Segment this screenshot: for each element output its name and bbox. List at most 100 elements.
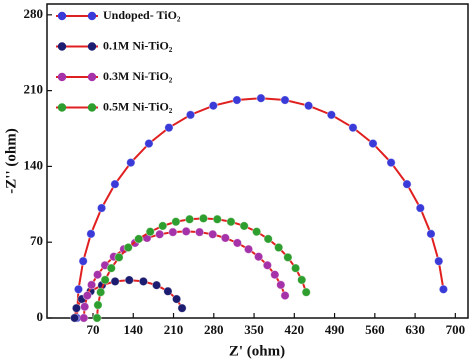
data-point bbox=[194, 227, 205, 237]
y-tick-label: 280 bbox=[24, 6, 44, 21]
legend-marker bbox=[57, 72, 67, 82]
data-point bbox=[239, 221, 249, 231]
data-point bbox=[232, 238, 242, 248]
data-point bbox=[262, 260, 272, 270]
legend-marker bbox=[87, 103, 97, 112]
legend-marker bbox=[57, 103, 67, 112]
data-point bbox=[86, 229, 96, 239]
data-point bbox=[253, 252, 264, 262]
data-point bbox=[368, 138, 378, 149]
data-point bbox=[171, 294, 182, 304]
data-point bbox=[301, 287, 311, 297]
x-tick-label: 420 bbox=[285, 322, 305, 337]
data-point bbox=[256, 93, 266, 103]
data-point bbox=[106, 263, 116, 273]
data-point bbox=[164, 123, 174, 133]
y-tick-label: 210 bbox=[24, 82, 44, 97]
x-tick-label: 490 bbox=[325, 322, 345, 337]
x-axis-label: Z' (ohm) bbox=[229, 343, 285, 359]
x-tick-label: 70 bbox=[87, 322, 100, 337]
data-point bbox=[274, 242, 284, 253]
data-point bbox=[96, 287, 106, 297]
data-point bbox=[86, 280, 97, 290]
data-point bbox=[208, 229, 218, 239]
series-line bbox=[75, 97, 445, 319]
data-point bbox=[158, 221, 168, 231]
y-tick-label: 70 bbox=[30, 233, 43, 248]
legend-marker bbox=[87, 42, 97, 51]
data-point bbox=[212, 214, 222, 224]
data-point bbox=[134, 234, 144, 244]
data-point bbox=[208, 101, 218, 111]
data-point bbox=[280, 290, 290, 301]
data-point bbox=[402, 179, 412, 189]
legend-label: 0.1M Ni-TiO₂ bbox=[103, 38, 173, 52]
data-point bbox=[151, 280, 162, 290]
data-point bbox=[93, 300, 103, 310]
data-point bbox=[270, 270, 280, 280]
data-point bbox=[70, 313, 80, 323]
legend-label: 0.5M Ni-TiO₂ bbox=[103, 99, 173, 113]
data-point bbox=[71, 303, 82, 313]
data-point bbox=[80, 302, 90, 312]
data-point bbox=[226, 217, 236, 227]
data-point bbox=[96, 203, 107, 213]
data-point bbox=[181, 226, 191, 236]
x-tick-label: 560 bbox=[365, 322, 385, 337]
data-point bbox=[297, 275, 307, 285]
data-point bbox=[78, 256, 88, 266]
data-point bbox=[171, 217, 181, 227]
x-tick-label: 280 bbox=[204, 322, 224, 337]
data-point bbox=[283, 252, 293, 262]
data-point bbox=[280, 95, 290, 105]
data-point bbox=[114, 252, 124, 262]
data-point bbox=[198, 213, 209, 223]
data-point bbox=[326, 110, 337, 120]
x-tick-label: 700 bbox=[446, 322, 466, 337]
data-point bbox=[426, 229, 436, 239]
data-point bbox=[144, 138, 154, 149]
data-point bbox=[276, 280, 286, 290]
legend-marker bbox=[87, 11, 97, 21]
y-tick-label: 140 bbox=[24, 157, 44, 172]
data-point bbox=[232, 95, 242, 105]
x-tick-label: 350 bbox=[244, 322, 264, 337]
legend-marker bbox=[57, 11, 67, 21]
data-point bbox=[82, 290, 92, 301]
legend-marker bbox=[87, 72, 97, 82]
data-point bbox=[263, 234, 273, 244]
data-point bbox=[168, 227, 178, 237]
data-point bbox=[415, 203, 425, 213]
data-point bbox=[123, 242, 133, 253]
data-point bbox=[110, 276, 120, 287]
data-point bbox=[145, 227, 155, 237]
legend-marker bbox=[57, 42, 67, 51]
data-point bbox=[124, 275, 134, 285]
data-point bbox=[348, 123, 358, 133]
data-point bbox=[243, 244, 254, 254]
data-point bbox=[252, 227, 262, 237]
y-axis-label: -Z'' (ohm) bbox=[3, 128, 19, 193]
y-tick-label: 0 bbox=[37, 309, 44, 324]
data-point bbox=[92, 270, 103, 280]
x-tick-label: 140 bbox=[124, 322, 144, 337]
data-point bbox=[438, 284, 449, 294]
data-point bbox=[126, 158, 136, 168]
data-point bbox=[303, 101, 314, 111]
legend-label: 0.3M Ni-TiO₂ bbox=[103, 69, 173, 83]
data-point bbox=[110, 179, 120, 189]
data-point bbox=[79, 313, 89, 323]
data-point bbox=[73, 284, 84, 294]
data-point bbox=[155, 229, 165, 239]
data-point bbox=[92, 313, 102, 323]
data-point bbox=[434, 256, 444, 266]
data-point bbox=[163, 286, 173, 296]
data-point bbox=[138, 276, 148, 287]
data-point bbox=[100, 275, 110, 285]
x-tick-label: 630 bbox=[405, 322, 425, 337]
data-point bbox=[220, 233, 230, 243]
plot-frame bbox=[46, 3, 469, 319]
data-point bbox=[184, 214, 195, 224]
data-point bbox=[185, 110, 196, 120]
